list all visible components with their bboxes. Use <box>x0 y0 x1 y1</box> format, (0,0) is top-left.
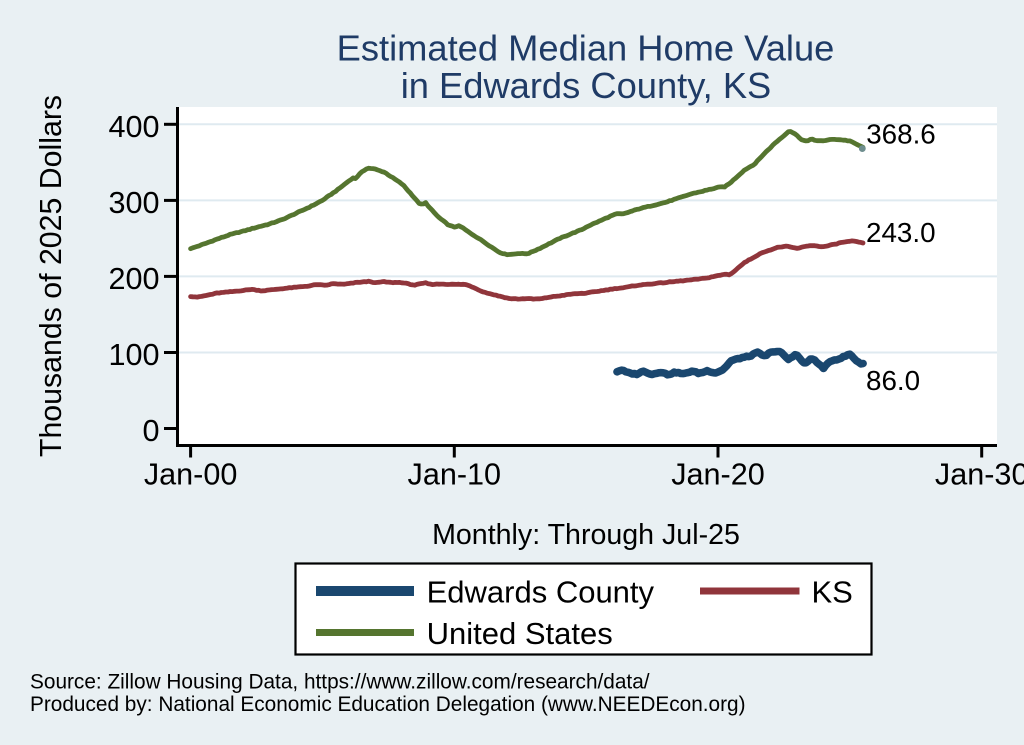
svg-text:KS: KS <box>812 575 853 610</box>
svg-text:in Edwards County, KS: in Edwards County, KS <box>401 65 772 106</box>
svg-text:Monthly: Through Jul-25: Monthly: Through Jul-25 <box>432 519 740 551</box>
svg-text:243.0: 243.0 <box>866 217 936 248</box>
svg-text:100: 100 <box>108 338 159 372</box>
svg-text:Produced by: National Economic: Produced by: National Economic Education… <box>30 693 746 716</box>
svg-text:Jan-10: Jan-10 <box>408 458 502 492</box>
svg-text:300: 300 <box>108 186 159 220</box>
svg-text:368.6: 368.6 <box>866 119 936 150</box>
svg-text:Thousands of 2025 Dollars: Thousands of 2025 Dollars <box>35 95 68 457</box>
svg-text:400: 400 <box>108 110 159 144</box>
svg-text:Jan-20: Jan-20 <box>671 458 765 492</box>
svg-text:United States: United States <box>427 616 613 651</box>
svg-text:86.0: 86.0 <box>866 365 920 396</box>
svg-text:Estimated Median Home Value: Estimated Median Home Value <box>337 28 835 69</box>
svg-text:200: 200 <box>108 262 159 296</box>
svg-text:Edwards County: Edwards County <box>427 575 655 610</box>
svg-text:Jan-00: Jan-00 <box>144 458 238 492</box>
svg-text:Jan-30: Jan-30 <box>935 458 1024 492</box>
svg-text:Source: Zillow Housing Data, h: Source: Zillow Housing Data, https://www… <box>30 670 650 693</box>
svg-text:0: 0 <box>142 414 159 448</box>
